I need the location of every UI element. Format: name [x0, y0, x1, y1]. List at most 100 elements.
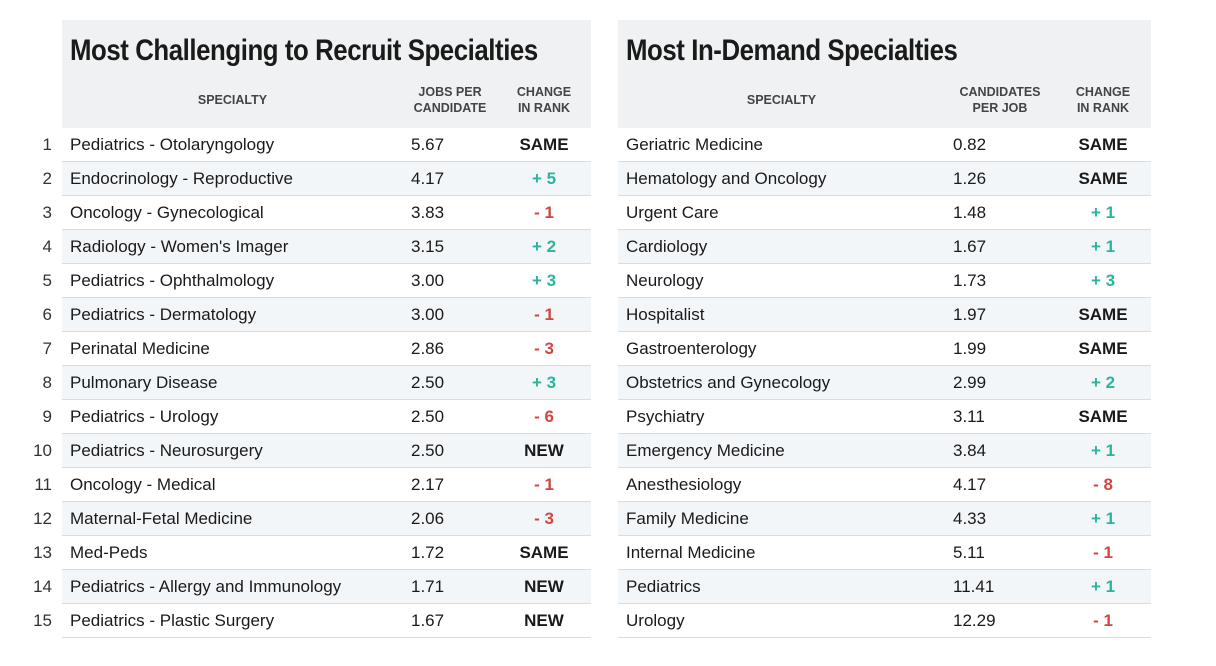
rank-number: 13 — [33, 543, 52, 562]
change-in-rank-cell: NEW — [524, 440, 564, 460]
table-row: 7 Perinatal Medicine 2.86 - 3 — [20, 332, 591, 366]
row-cells: Pediatrics - Allergy and Immunology 1.71 N… — [62, 570, 591, 604]
specialty-cell: Pediatrics - Plastic Surgery — [70, 610, 275, 630]
table-title: Most Challenging to Recruit Specialties — [70, 34, 538, 67]
specialty-cell: Pediatrics - Otolaryngology — [70, 134, 275, 154]
table-row: Urology 12.29 - 1 — [618, 604, 1151, 638]
row-cells: Emergency Medicine 3.84 + 1 — [618, 434, 1151, 468]
table-row: Internal Medicine 5.11 - 1 — [618, 536, 1151, 570]
row-cells: Maternal-Fetal Medicine 2.06 - 3 — [62, 502, 591, 536]
rank-number: 3 — [42, 203, 52, 222]
table-row: Gastroenterology 1.99 SAME — [618, 332, 1151, 366]
specialty-cell: Radiology - Women's Imager — [70, 236, 289, 256]
table-title: Most In-Demand Specialties — [626, 34, 958, 67]
specialty-cell: Hospitalist — [626, 304, 705, 324]
value-cell: 12.29 — [953, 610, 996, 630]
value-cell: 3.15 — [411, 236, 445, 256]
header-change: CHANGE IN RANK — [1055, 84, 1151, 116]
specialty-cell: Family Medicine — [626, 508, 749, 528]
change-in-rank-cell: NEW — [524, 576, 564, 596]
change-in-rank-cell: SAME — [1078, 168, 1128, 188]
row-cells: Pediatrics - Otolaryngology 5.67 SAME — [62, 128, 591, 162]
value-cell: 4.17 — [953, 474, 987, 494]
specialty-cell: Obstetrics and Gynecology — [626, 372, 831, 392]
specialty-cell: Urology — [626, 610, 685, 630]
table-row: 12 Maternal-Fetal Medicine 2.06 - 3 — [20, 502, 591, 536]
table-title-bar: Most In-Demand Specialties — [618, 20, 1151, 72]
table-row: 10 Pediatrics - Neurosurgery 2.50 NEW — [20, 434, 591, 468]
row-cells: Radiology - Women's Imager 3.15 + 2 — [62, 230, 591, 264]
specialty-cell: Maternal-Fetal Medicine — [70, 508, 253, 528]
row-cells: Gastroenterology 1.99 SAME — [618, 332, 1151, 366]
specialty-cell: Endocrinology - Reproductive — [70, 168, 294, 188]
challenging-to-recruit-table: Most Challenging to Recruit Specialties … — [20, 20, 591, 638]
row-cells: Family Medicine 4.33 + 1 — [618, 502, 1151, 536]
row-cells: Pediatrics - Urology 2.50 - 6 — [62, 400, 591, 434]
header-change-line2: IN RANK — [517, 101, 571, 115]
value-cell: 1.71 — [411, 576, 445, 596]
specialty-cell: Gastroenterology — [626, 338, 757, 358]
row-cells: Urgent Care 1.48 + 1 — [618, 196, 1151, 230]
specialty-cell: Pulmonary Disease — [70, 372, 218, 392]
value-cell: 5.67 — [411, 134, 445, 154]
change-in-rank-cell: - 3 — [534, 338, 554, 358]
table-row: Neurology 1.73 + 3 — [618, 264, 1151, 298]
change-in-rank-cell: SAME — [1078, 134, 1128, 154]
value-cell: 0.82 — [953, 134, 987, 154]
specialty-cell: Hematology and Oncology — [626, 168, 827, 188]
table-row: 14 Pediatrics - Allergy and Immunology 1.7… — [20, 570, 591, 604]
rank-number: 4 — [42, 237, 52, 256]
rank-number: 5 — [42, 271, 52, 290]
value-cell: 1.97 — [953, 304, 987, 324]
table-row: Hospitalist 1.97 SAME — [618, 298, 1151, 332]
specialty-cell: Emergency Medicine — [626, 440, 785, 460]
value-cell: 4.17 — [411, 168, 445, 188]
row-cells: Oncology - Gynecological 3.83 - 1 — [62, 196, 591, 230]
row-cells: Geriatric Medicine 0.82 SAME — [618, 128, 1151, 162]
table-row: Family Medicine 4.33 + 1 — [618, 502, 1151, 536]
change-in-rank-cell: - 6 — [534, 406, 554, 426]
change-in-rank-cell: SAME — [519, 542, 569, 562]
value-cell: 1.67 — [411, 610, 445, 630]
specialty-cell: Anesthesiology — [626, 474, 742, 494]
row-cells: Hematology and Oncology 1.26 SAME — [618, 162, 1151, 196]
table-row: 13 Med-Peds 1.72 SAME — [20, 536, 591, 570]
specialty-cell: Med-Peds — [70, 542, 148, 562]
row-cells: Psychiatry 3.11 SAME — [618, 400, 1151, 434]
value-cell: 1.99 — [953, 338, 987, 358]
specialty-cell: Psychiatry — [626, 406, 705, 426]
table-row: 1 Pediatrics - Otolaryngology 5.67 SAME — [20, 128, 591, 162]
table-row: 11 Oncology - Medical 2.17 - 1 — [20, 468, 591, 502]
header-change: CHANGE IN RANK — [497, 84, 591, 116]
value-cell: 11.41 — [953, 576, 995, 596]
row-cells: Pediatrics - Neurosurgery 2.50 NEW — [62, 434, 591, 468]
header-change-line2: IN RANK — [1076, 101, 1130, 115]
header-value: JOBS PER CANDIDATE — [403, 84, 497, 116]
value-cell: 2.50 — [411, 440, 445, 460]
row-cells: Pediatrics - Dermatology 3.00 - 1 — [62, 298, 591, 332]
header-change-line1: CHANGE — [516, 85, 572, 99]
value-cell: 3.83 — [411, 202, 445, 222]
rank-number: 6 — [42, 305, 52, 324]
table-row: 6 Pediatrics - Dermatology 3.00 - 1 — [20, 298, 591, 332]
change-in-rank-cell: - 8 — [1093, 474, 1113, 494]
header-value-line2: CANDIDATE — [413, 101, 487, 115]
rank-number: 14 — [33, 577, 52, 596]
value-cell: 4.33 — [953, 508, 987, 528]
change-in-rank-cell: + 1 — [1090, 576, 1116, 596]
specialty-cell: Pediatrics - Dermatology — [70, 304, 257, 324]
table-row: Obstetrics and Gynecology 2.99 + 2 — [618, 366, 1151, 400]
specialty-cell: Pediatrics - Urology — [70, 406, 219, 426]
change-in-rank-cell: SAME — [519, 134, 569, 154]
table-header: SPECIALTY CANDIDATES PER JOB CHANGE IN R… — [618, 72, 1151, 128]
value-cell: 1.72 — [411, 542, 445, 562]
specialty-cell: Pediatrics - Neurosurgery — [70, 440, 263, 460]
rank-number: 11 — [34, 475, 52, 494]
header-value: CANDIDATES PER JOB — [945, 84, 1055, 116]
table-row: Pediatrics 11.41 + 1 — [618, 570, 1151, 604]
change-in-rank-cell: - 1 — [1093, 610, 1113, 630]
row-cells: Perinatal Medicine 2.86 - 3 — [62, 332, 591, 366]
change-in-rank-cell: - 1 — [534, 304, 554, 324]
row-cells: Pediatrics 11.41 + 1 — [618, 570, 1151, 604]
change-in-rank-cell: + 2 — [1090, 372, 1116, 392]
